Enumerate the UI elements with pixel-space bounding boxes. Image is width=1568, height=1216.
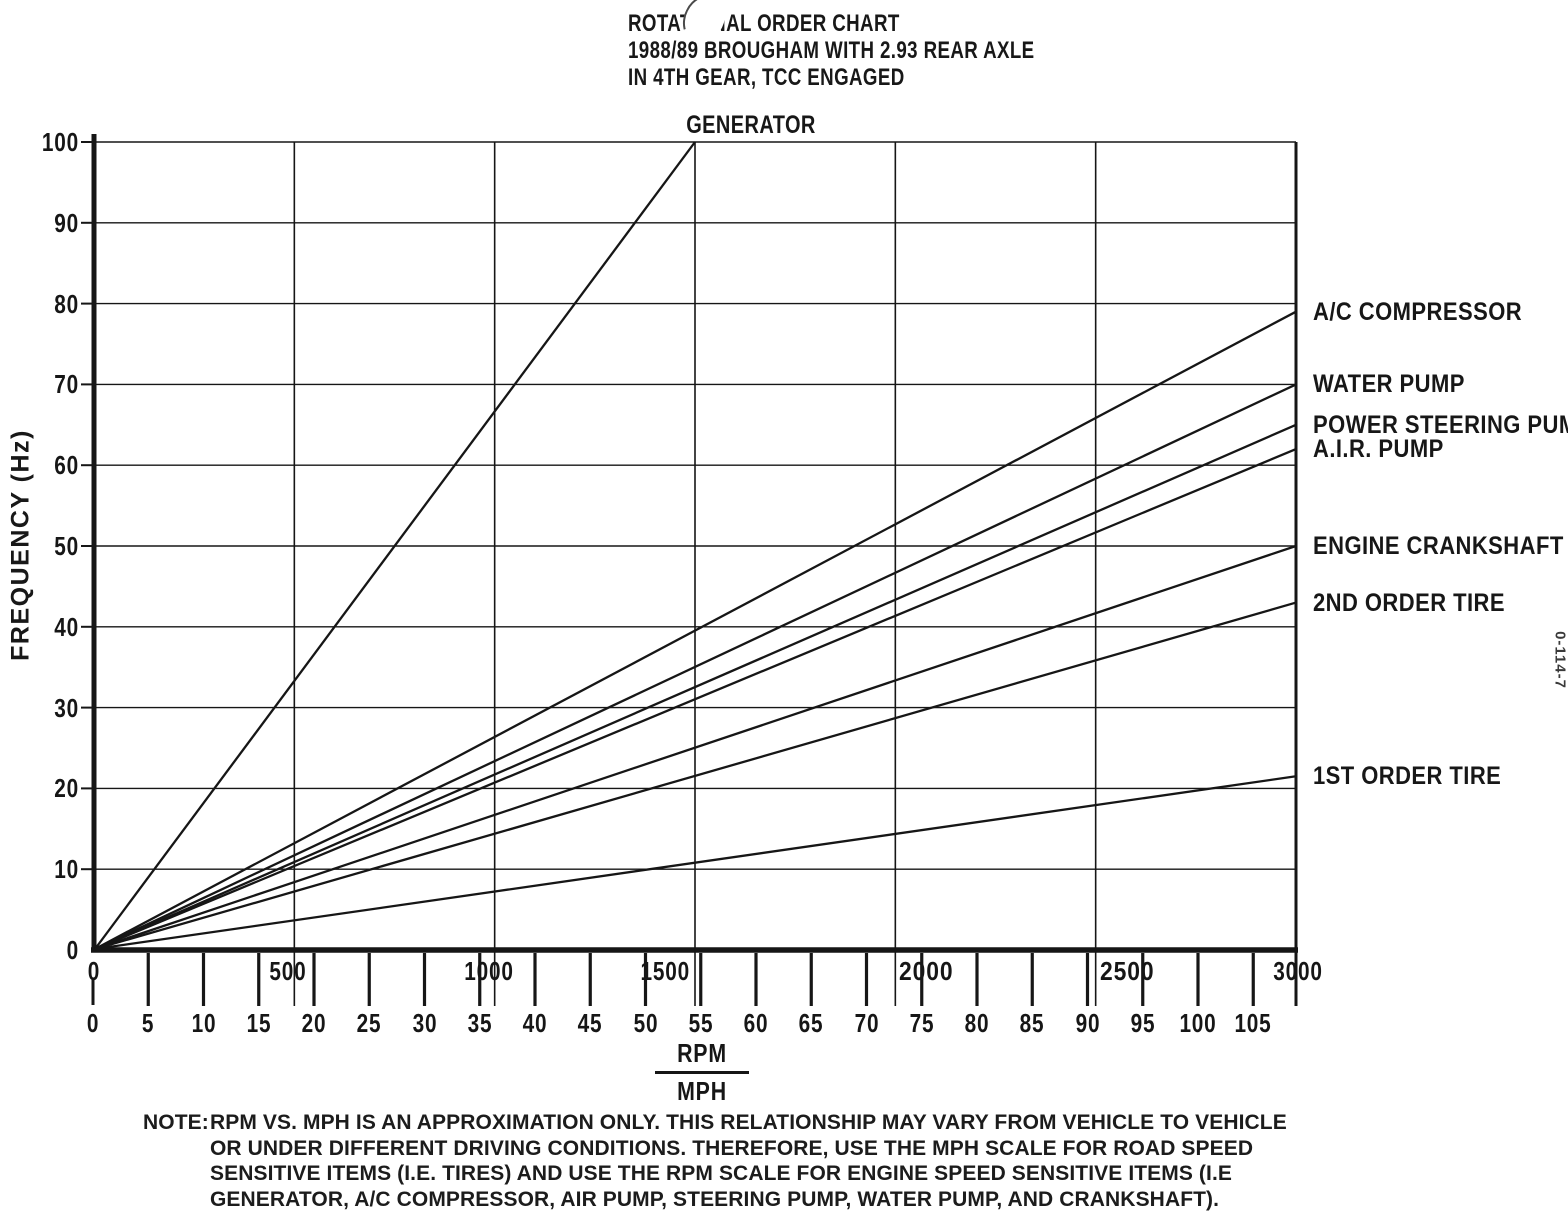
mph-tick-label: 65	[798, 1008, 824, 1038]
series-label-power-steering-pump: POWER STEERING PUMP	[1313, 410, 1568, 439]
mph-tick-label: 70	[854, 1008, 879, 1038]
series-label-a-c-compressor: A/C COMPRESSOR	[1313, 297, 1523, 326]
rpm-tick-label: 1500	[640, 956, 690, 986]
footnote-text: RPM VS. MPH IS AN APPROXIMATION ONLY. TH…	[210, 1110, 1287, 1212]
mph-tick-label: 100	[1179, 1008, 1217, 1038]
mph-tick-label: 40	[522, 1008, 548, 1038]
y-tick-label: 100	[41, 127, 79, 157]
mph-tick-label: 90	[1075, 1008, 1100, 1038]
figure-number-vertical: 0-114-7	[1551, 631, 1568, 689]
footnote-line: GENERATOR, A/C COMPRESSOR, AIR PUMP, STE…	[210, 1187, 1220, 1211]
y-tick-label: 10	[54, 854, 79, 885]
y-tick-label: 0	[66, 935, 79, 965]
y-tick-label: 50	[54, 531, 79, 561]
series-label-2nd-order-tire: 2ND ORDER TIRE	[1313, 588, 1505, 617]
y-tick-label: 80	[54, 288, 79, 319]
y-tick-label: 90	[54, 207, 79, 238]
y-tick-label: 40	[54, 611, 79, 642]
footnote: NOTE: RPM VS. MPH IS AN APPROXIMATION ON…	[143, 1110, 1287, 1212]
footnote-line: SENSITIVE ITEMS (I.E. TIRES) AND USE THE…	[210, 1162, 1232, 1185]
mph-tick-label: 75	[909, 1008, 935, 1038]
mph-tick-label: 35	[467, 1008, 493, 1038]
y-tick-label: 60	[54, 450, 79, 481]
series-label-a-i-r-pump: A.I.R. PUMP	[1313, 435, 1444, 464]
mph-tick-label: 15	[246, 1008, 272, 1038]
mph-tick-label: 95	[1130, 1008, 1156, 1038]
footnote-line: OR UNDER DIFFERENT DRIVING CONDITIONS. T…	[210, 1136, 1254, 1160]
series-label-water-pump: WATER PUMP	[1313, 370, 1465, 399]
mph-tick-label: 45	[577, 1008, 603, 1038]
rpm-tick-label: 3000	[1273, 956, 1323, 986]
mph-tick-label: 80	[964, 1008, 990, 1038]
footnote-line: RPM VS. MPH IS AN APPROXIMATION ONLY. TH…	[210, 1111, 1287, 1134]
mph-tick-label: 5	[142, 1008, 155, 1038]
rpm-tick-label: 0	[87, 956, 101, 986]
mph-tick-label: 20	[301, 1008, 327, 1038]
mph-tick-label: 50	[633, 1008, 658, 1038]
footnote-label: NOTE:	[143, 1111, 209, 1134]
series-label-engine-crankshaft: ENGINE CRANKSHAFT	[1313, 532, 1564, 560]
y-tick-label: 70	[54, 369, 79, 400]
series-label-1st-order-tire: 1ST ORDER TIRE	[1313, 762, 1502, 791]
rpm-tick-label: 500	[269, 956, 307, 986]
mph-tick-label: 10	[191, 1008, 216, 1038]
mph-tick-label: 105	[1234, 1008, 1272, 1038]
rpm-tick-label: 1000	[463, 956, 514, 986]
mph-tick-label: 30	[412, 1008, 437, 1038]
fraction-bar	[655, 1071, 749, 1074]
y-tick-label: 30	[54, 692, 79, 723]
rpm-tick-label: 2000	[899, 956, 954, 986]
mph-tick-label: 0	[86, 1008, 100, 1038]
mph-tick-label: 85	[1019, 1008, 1045, 1038]
x-axis-rpm-label: RPM	[677, 1038, 727, 1068]
series-label-generator: GENERATOR	[686, 111, 816, 139]
mph-tick-label: 55	[688, 1008, 714, 1038]
x-axis-mph-label: MPH	[677, 1076, 727, 1106]
rpm-tick-label: 2500	[1099, 956, 1155, 986]
mph-tick-label: 25	[356, 1008, 382, 1038]
y-tick-label: 20	[54, 773, 79, 804]
x-axis-fraction-label: RPM MPH	[655, 1038, 749, 1107]
mph-tick-label: 60	[743, 1008, 769, 1038]
